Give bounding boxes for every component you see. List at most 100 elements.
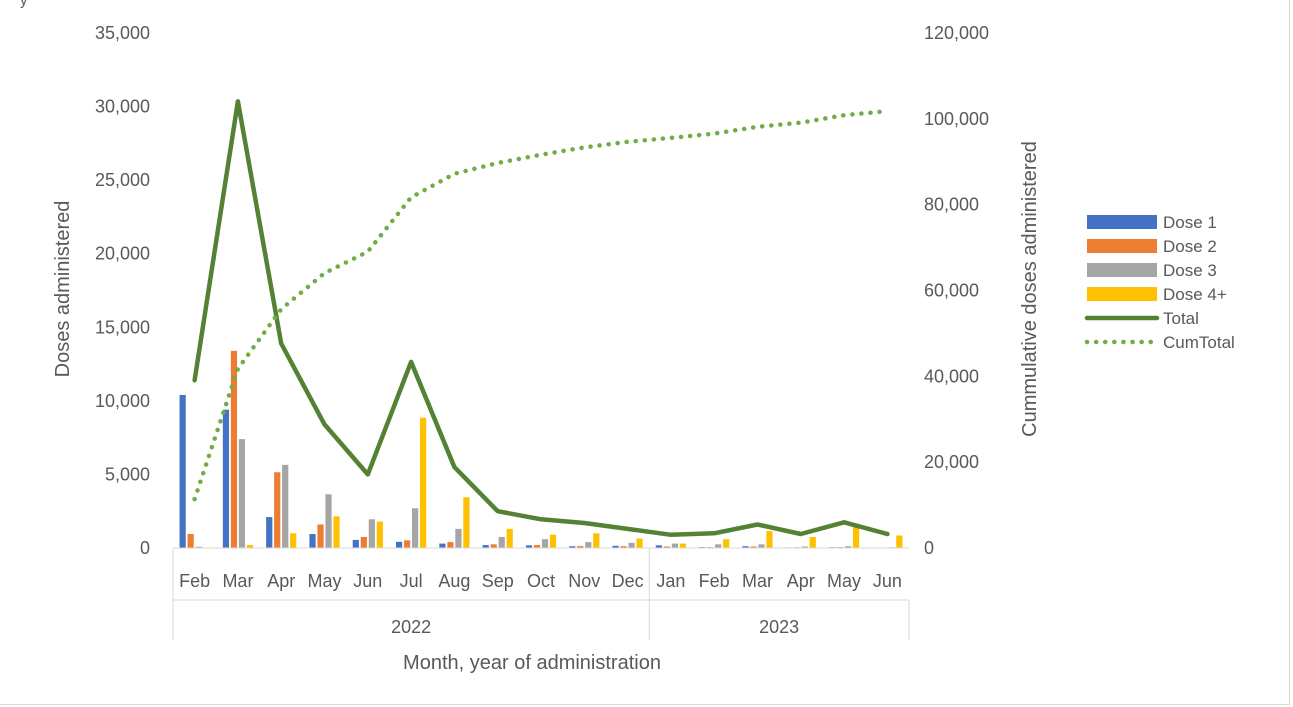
- bar: [801, 546, 808, 548]
- legend-label: CumTotal: [1163, 333, 1235, 352]
- x-axis-labels: Feb Mar Apr May Jun Jul Aug Sep Oct Nov Dec Jan Feb M…: [179, 571, 902, 637]
- y2-tick-label: 100,000: [924, 109, 989, 129]
- bar: [412, 508, 419, 548]
- bar: [482, 545, 489, 548]
- bar: [439, 543, 446, 548]
- bar: [506, 528, 513, 548]
- y-tick-label: 25,000: [95, 170, 150, 190]
- bar: [455, 528, 462, 548]
- x-tick-label: Jan: [656, 571, 685, 591]
- bar: [663, 546, 670, 548]
- bar: [195, 546, 202, 548]
- series-line: [192, 108, 890, 502]
- bar: [325, 494, 332, 548]
- legend-label: Dose 3: [1163, 261, 1217, 280]
- bar: [809, 536, 816, 548]
- y-tick-label: 15,000: [95, 317, 150, 337]
- y2-tick-label: 60,000: [924, 281, 979, 301]
- bar: [368, 519, 375, 548]
- legend-swatch: [1087, 239, 1157, 253]
- bar: [222, 409, 230, 548]
- y2-tick-label: 120,000: [924, 23, 989, 43]
- bar: [671, 543, 678, 548]
- bar: [352, 539, 359, 548]
- bar: [585, 542, 592, 548]
- x-tick-label: May: [308, 571, 342, 591]
- bar: [404, 540, 411, 548]
- bar: [490, 544, 497, 548]
- bar: [282, 464, 289, 548]
- x-tick-label: Jun: [353, 571, 382, 591]
- x-year-label: 2022: [391, 617, 431, 637]
- bar: [447, 542, 454, 548]
- x-tick-label: Aug: [438, 571, 470, 591]
- series-line: [192, 99, 890, 538]
- axes-layer: [172, 547, 910, 640]
- y2-tick-label: 80,000: [924, 195, 979, 215]
- bar: [636, 538, 643, 548]
- bar: [463, 497, 470, 548]
- bar: [549, 534, 557, 548]
- bar: [309, 534, 316, 548]
- bar: [628, 542, 635, 548]
- x-tick-label: Dec: [612, 571, 644, 591]
- bar: [742, 546, 749, 548]
- x-tick-label: Mar: [222, 571, 253, 591]
- y-tick-label: 20,000: [95, 244, 150, 264]
- bar: [230, 350, 238, 548]
- bar-layer: [179, 350, 903, 548]
- line-layer: [192, 99, 890, 538]
- y2-tick-label: 20,000: [924, 452, 979, 472]
- legend-swatch: [1087, 263, 1157, 277]
- bar: [317, 524, 324, 548]
- right-axis-ticks: 0 20,000 40,000 60,000 80,000 100,000 120,000: [924, 23, 989, 558]
- y-tick-label: 35,000: [95, 23, 150, 43]
- bar: [852, 525, 860, 548]
- bar: [723, 539, 730, 548]
- x-tick-label: May: [827, 571, 861, 591]
- bar: [525, 545, 533, 548]
- bar: [246, 545, 254, 548]
- legend-label: Total: [1163, 309, 1199, 328]
- bar: [758, 544, 765, 548]
- bar: [612, 545, 619, 548]
- bar: [844, 546, 852, 548]
- y-axis-title: Doses administered: [52, 201, 74, 378]
- bar: [266, 517, 273, 548]
- bar: [569, 546, 576, 548]
- bar: [360, 536, 367, 548]
- x-tick-label: Apr: [787, 571, 815, 591]
- bar: [274, 472, 281, 548]
- x-tick-label: Mar: [742, 571, 773, 591]
- bar: [750, 546, 757, 548]
- y2-axis-title: Cummulative doses administered: [1019, 141, 1041, 437]
- x-tick-label: Feb: [179, 571, 210, 591]
- bar: [896, 535, 903, 548]
- left-axis-ticks: 0 5,000 10,000 15,000 20,000 25,000 30,000 35,0…: [95, 23, 150, 558]
- bar: [238, 439, 246, 548]
- chart-title-fragment: y: [20, 0, 28, 9]
- x-axis-title: Month, year of administration: [403, 652, 661, 674]
- y-tick-label: 0: [140, 538, 150, 558]
- bar: [715, 544, 722, 548]
- x-tick-label: Jul: [400, 571, 423, 591]
- bar: [498, 536, 505, 548]
- bar: [290, 533, 297, 548]
- y2-tick-label: 40,000: [924, 366, 979, 386]
- legend-label: Dose 2: [1163, 237, 1217, 256]
- bar: [766, 531, 773, 548]
- y-tick-label: 30,000: [95, 97, 150, 117]
- y2-tick-label: 0: [924, 538, 934, 558]
- bar: [620, 546, 627, 548]
- x-tick-label: Nov: [568, 571, 600, 591]
- bar: [593, 533, 600, 548]
- bar: [655, 545, 662, 548]
- bar: [679, 543, 686, 548]
- bar: [179, 394, 186, 548]
- bar: [420, 417, 427, 548]
- legend-label: Dose 4+: [1163, 285, 1227, 304]
- x-tick-label: Feb: [699, 571, 730, 591]
- legend-swatch: [1087, 215, 1157, 229]
